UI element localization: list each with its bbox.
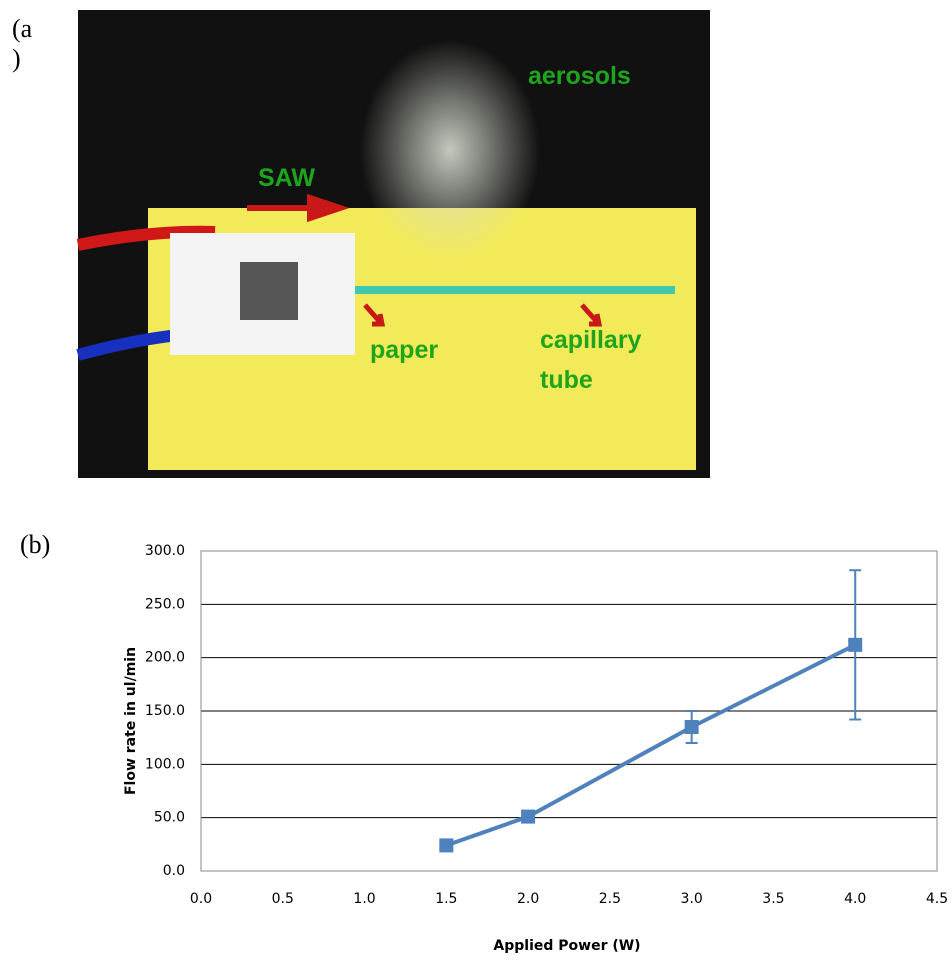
marker — [439, 838, 453, 852]
marker — [685, 720, 699, 734]
y-tick-label: 200.0 — [145, 650, 185, 666]
y-tick-label: 300.0 — [145, 543, 185, 559]
y-tick-label: 250.0 — [145, 596, 185, 612]
x-tick-label: 2.0 — [517, 891, 539, 907]
chart: 0.0 50.0 100.0 150.0 200.0 250.0 300.0 0.0 0.5 1.… — [123, 543, 948, 954]
panel-label: (a ) — [12, 14, 52, 74]
y-tick-label: 50.0 — [154, 810, 185, 826]
x-tick-label: 3.0 — [681, 891, 703, 907]
aerosol-cloud — [360, 40, 540, 260]
x-tick-label: 4.0 — [844, 891, 866, 907]
aerosols-label: aerosols — [528, 56, 631, 96]
saw-label: SAW — [258, 158, 315, 198]
page: 0.0 50.0 100.0 150.0 200.0 250.0 300.0 0.0 0.5 1.… — [0, 0, 952, 962]
x-tick-label: 0.0 — [190, 891, 212, 907]
y-axis-title: Flow rate in ul/min — [123, 647, 139, 795]
x-tick-label: 2.5 — [599, 891, 621, 907]
x-tick-label: 0.5 — [272, 891, 294, 907]
x-tick-label: 1.5 — [435, 891, 457, 907]
x-tick-label: 3.5 — [762, 891, 784, 907]
paper-label: paper — [370, 330, 438, 370]
panel-label: (b) — [20, 530, 50, 560]
y-tick-label: 0.0 — [163, 863, 185, 879]
x-tick-label: 1.0 — [353, 891, 375, 907]
y-tick-label: 100.0 — [145, 756, 185, 772]
transducer — [240, 262, 298, 320]
marker — [521, 810, 535, 824]
capillary-label: capillary tube — [540, 320, 670, 400]
marker — [848, 638, 862, 652]
y-tick-label: 150.0 — [145, 703, 185, 719]
x-tick-label: 4.5 — [926, 891, 948, 907]
figure: 0.0 50.0 100.0 150.0 200.0 250.0 300.0 0.0 0.5 1.… — [0, 0, 952, 962]
series-line — [446, 645, 855, 846]
x-axis-title: Applied Power (W) — [493, 938, 640, 954]
capillary-tube — [355, 286, 675, 294]
